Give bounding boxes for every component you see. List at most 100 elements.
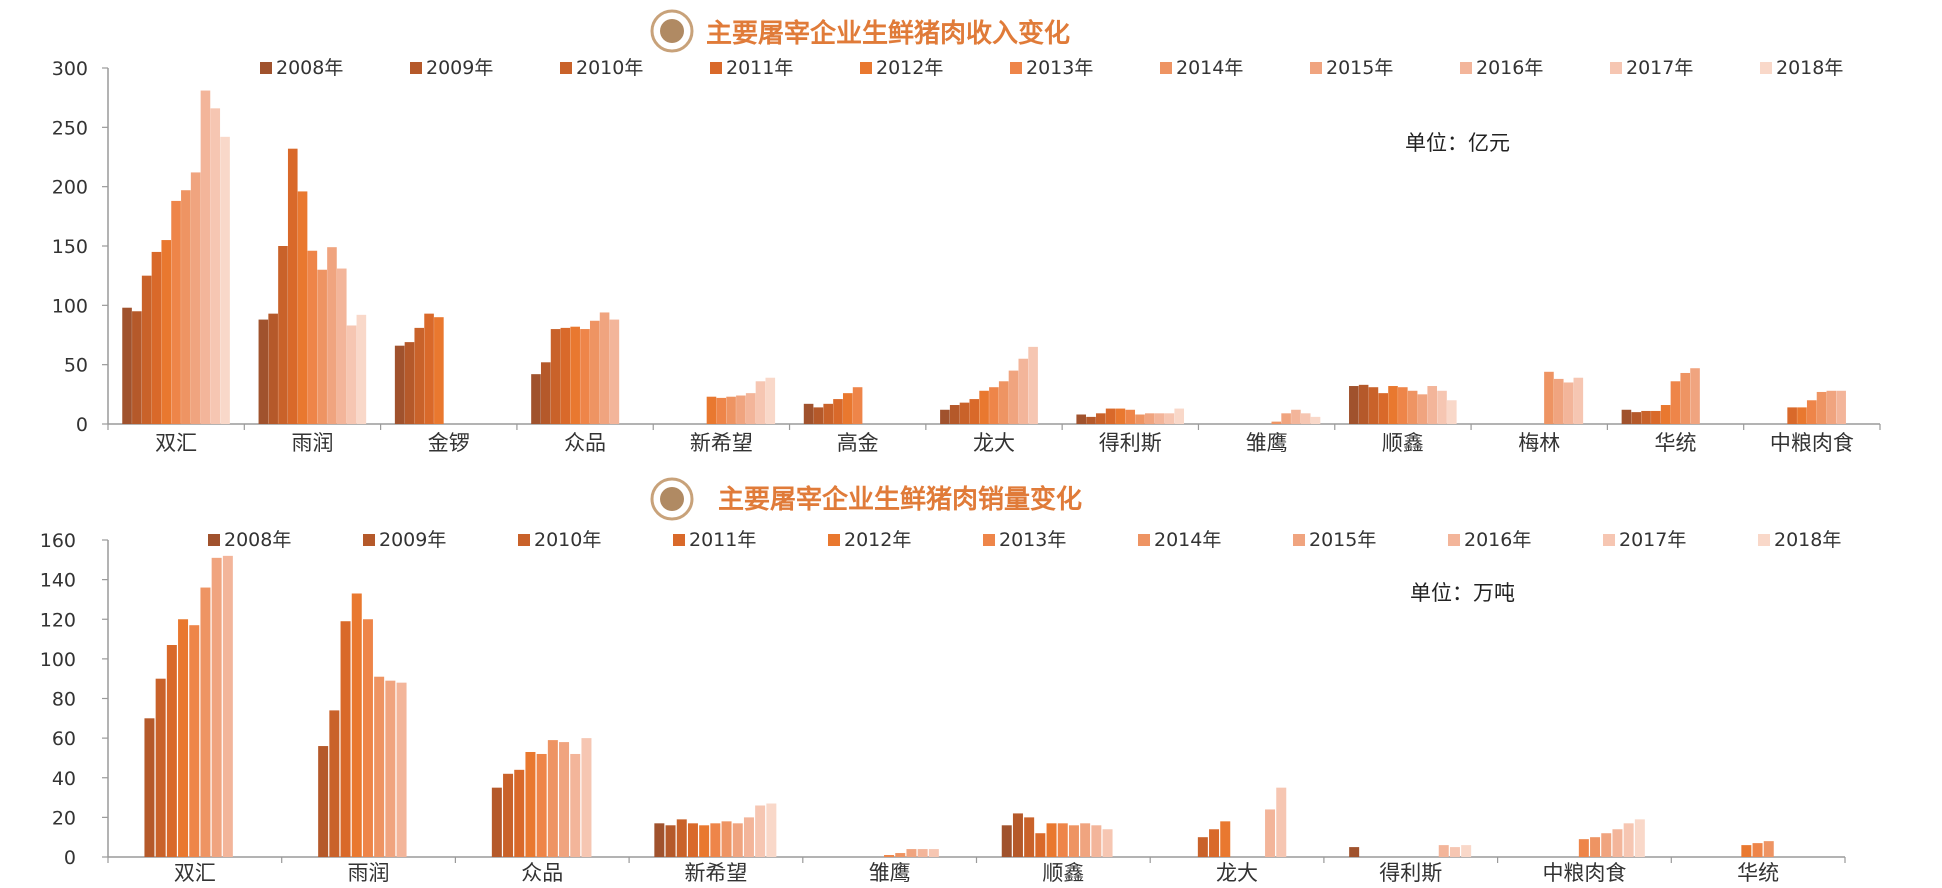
bar [1349, 386, 1359, 424]
bar [1553, 378, 1564, 424]
bar [307, 250, 318, 424]
legend-label: 2013年 [999, 529, 1066, 551]
bar [1220, 821, 1231, 857]
legend-swatch [1310, 62, 1322, 74]
bar [503, 773, 514, 857]
y-tick-label: 160 [40, 530, 76, 552]
bar [547, 740, 558, 857]
bar [318, 746, 329, 857]
bar [1651, 410, 1661, 424]
legend-swatch [363, 534, 375, 546]
bar [906, 849, 917, 857]
bar [200, 587, 211, 857]
bar [1447, 400, 1457, 424]
bar [609, 319, 620, 424]
bar [329, 710, 340, 857]
bar [181, 190, 191, 424]
bar [346, 325, 357, 424]
bar [755, 805, 766, 857]
bar [949, 405, 960, 424]
y-tick-label: 80 [52, 689, 76, 711]
legend-label: 2018年 [1774, 529, 1841, 551]
bar [356, 314, 367, 424]
legend-label: 2015年 [1309, 529, 1376, 551]
bar [1076, 414, 1087, 424]
bar [1028, 346, 1038, 424]
category-label: 龙大 [973, 431, 1015, 455]
bar [580, 329, 590, 424]
legend-label: 2009年 [379, 529, 446, 551]
legend-swatch [1448, 534, 1460, 546]
bar [531, 374, 541, 424]
bar [166, 645, 177, 857]
bar [1826, 390, 1837, 424]
volume-unit-label: 单位：万吨 [1410, 581, 1515, 605]
bar [1797, 407, 1807, 424]
category-label: 雏鹰 [869, 861, 911, 885]
legend-swatch [260, 62, 272, 74]
category-label: 新希望 [684, 861, 747, 885]
legend-label: 2009年 [426, 57, 493, 79]
y-tick-label: 140 [40, 570, 76, 592]
bar [178, 619, 189, 857]
volume-chart-title: 主要屠宰企业生鲜猪肉销量变化 [718, 484, 1082, 515]
y-tick-label: 150 [52, 236, 88, 258]
legend-label: 2016年 [1476, 57, 1543, 79]
bar [1068, 825, 1079, 857]
bar [989, 387, 999, 424]
bar [842, 393, 853, 424]
bar [766, 803, 777, 857]
category-label: 雨润 [348, 861, 390, 885]
y-tick-label: 20 [52, 807, 76, 829]
bar [1763, 841, 1774, 857]
bar [394, 345, 405, 424]
bar [928, 849, 939, 857]
bar [434, 317, 444, 424]
bar [297, 191, 308, 424]
category-label: 中粮肉食 [1770, 431, 1854, 455]
bar [1449, 847, 1460, 857]
bar [959, 402, 970, 424]
legend-label: 2008年 [276, 57, 343, 79]
bar [1102, 829, 1113, 857]
bar [1427, 386, 1438, 424]
bar [687, 823, 698, 857]
bar [559, 742, 570, 857]
bar [1271, 421, 1282, 424]
bar [1417, 394, 1428, 424]
legend-swatch [828, 534, 840, 546]
bar [200, 90, 211, 425]
bar [1752, 843, 1763, 857]
legend-label: 2012年 [844, 529, 911, 551]
bar [1368, 387, 1379, 424]
y-tick-label: 50 [64, 355, 88, 377]
volume-bar-chart: 0 20 40 60 80 100 120 140 160 双汇 雨润 众品 新希望 雏鹰 顺鑫 龙大 得利斯 中… [40, 529, 1846, 885]
bar [743, 817, 754, 857]
category-label: 金锣 [428, 431, 470, 455]
bar [1349, 847, 1360, 857]
legend-label: 2011年 [726, 57, 793, 79]
bar [1690, 368, 1700, 424]
y-tick-label: 200 [52, 177, 88, 199]
bar [716, 397, 727, 424]
category-label: 双汇 [174, 861, 216, 885]
bar [969, 399, 980, 424]
bar [374, 676, 385, 857]
bar [1209, 829, 1220, 857]
volume-title-badge-icon [650, 477, 694, 521]
bar [721, 821, 732, 857]
bar [699, 825, 710, 857]
bar [122, 307, 132, 424]
legend-label: 2017年 [1626, 57, 1693, 79]
bar [1358, 384, 1369, 424]
bar [570, 753, 581, 857]
bar [813, 407, 824, 424]
legend-swatch [710, 62, 722, 74]
bar [589, 320, 600, 424]
category-label: 众品 [521, 861, 563, 885]
bar [1816, 391, 1827, 424]
bar [1378, 393, 1389, 424]
bar [1018, 358, 1029, 424]
bar [979, 390, 989, 424]
